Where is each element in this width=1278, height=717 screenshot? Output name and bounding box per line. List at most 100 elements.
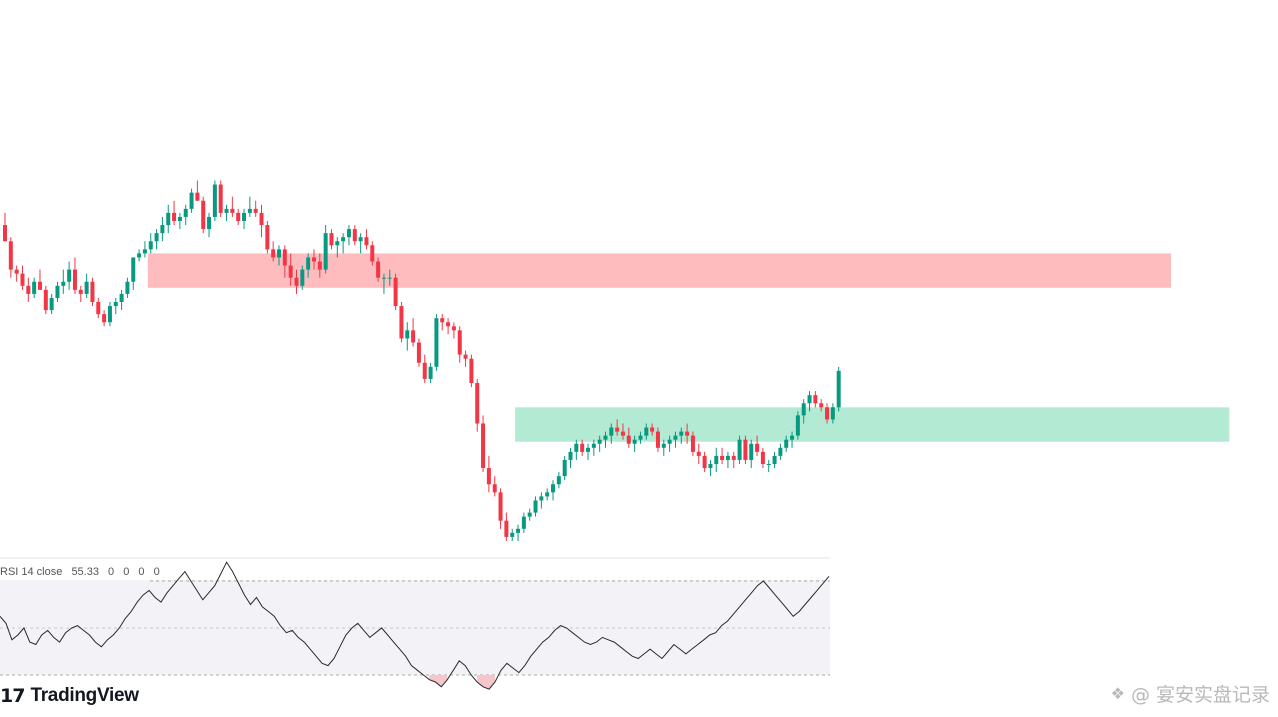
rsi-indicator-label: RSI 14 close 55.33 0 0 0 0 <box>0 566 166 578</box>
candle-body <box>778 447 783 456</box>
candle-body <box>201 200 206 230</box>
candle-body <box>708 464 713 469</box>
candle <box>481 415 486 473</box>
candle <box>725 451 730 469</box>
candle <box>189 188 194 213</box>
candle-body <box>148 241 153 250</box>
candle-body <box>55 285 60 298</box>
candle <box>451 322 456 339</box>
candle <box>265 221 270 254</box>
candle <box>329 229 334 250</box>
candle <box>743 435 748 464</box>
candle-body <box>189 192 194 209</box>
candle <box>212 180 217 221</box>
candle-body <box>440 318 445 323</box>
candle-body <box>131 257 136 282</box>
candle-body <box>399 306 404 339</box>
candle <box>119 289 124 311</box>
candle-body <box>667 439 672 444</box>
candle <box>422 354 427 383</box>
candle-body <box>32 281 37 294</box>
candle <box>125 277 130 298</box>
candle <box>8 237 13 278</box>
candle <box>434 314 439 371</box>
rsi-label-param: 0 <box>153 566 160 578</box>
candle-body <box>49 297 54 311</box>
candle-body <box>317 261 322 270</box>
supply-zone <box>147 253 1171 288</box>
candle <box>644 423 649 440</box>
candle-body <box>277 249 282 258</box>
candle-body <box>26 285 31 294</box>
candle-body <box>760 451 765 464</box>
candle <box>49 293 54 315</box>
candle <box>67 261 72 290</box>
candle-body <box>801 403 806 416</box>
candle <box>102 310 107 327</box>
candle <box>90 277 95 307</box>
candle-body <box>381 277 386 279</box>
candle <box>411 318 416 347</box>
candle-body <box>521 516 526 529</box>
candle-body <box>393 277 398 307</box>
candle-body <box>195 192 200 201</box>
candle-body <box>825 407 830 420</box>
candle-body <box>288 265 293 278</box>
candle <box>172 200 177 226</box>
candle-body <box>446 322 451 327</box>
candle-body <box>236 212 241 221</box>
candle-body <box>346 229 351 238</box>
candle-body <box>615 427 620 432</box>
watermark-text: @ 宴安实盘记录 <box>1130 684 1270 706</box>
candle-body <box>323 233 328 270</box>
candle <box>370 241 375 266</box>
candle <box>591 439 596 456</box>
candle <box>236 208 241 226</box>
candle <box>551 480 556 501</box>
tradingview-logo[interactable]: 17 TradingView <box>0 684 139 708</box>
candle <box>230 196 235 217</box>
rsi-label-name: RSI 14 close <box>0 566 63 578</box>
candle <box>790 431 795 448</box>
candle-body <box>183 208 188 217</box>
candle <box>317 253 322 278</box>
candle <box>836 366 841 412</box>
candle-body <box>626 435 631 444</box>
candle <box>107 302 112 327</box>
candle <box>405 322 410 351</box>
candle-body <box>90 281 95 302</box>
candle-body <box>387 277 392 279</box>
candle <box>271 241 276 262</box>
candle-body <box>20 273 25 286</box>
candle <box>148 233 153 254</box>
candle <box>801 399 806 424</box>
candle-body <box>405 330 410 339</box>
candle-body <box>3 225 7 242</box>
candle <box>393 273 398 311</box>
candle <box>381 273 386 294</box>
candle-body <box>795 415 800 436</box>
candle-body <box>790 435 795 440</box>
candle-body <box>469 358 474 383</box>
candle-body <box>492 484 497 493</box>
candle <box>749 439 754 469</box>
candle <box>795 411 800 440</box>
candle <box>346 225 351 246</box>
candle <box>720 447 725 464</box>
candle <box>510 528 515 541</box>
candle <box>504 512 509 541</box>
candle <box>154 229 159 250</box>
candle-body <box>364 237 369 246</box>
candle <box>708 459 713 477</box>
candle <box>282 245 287 278</box>
candle <box>673 431 678 448</box>
candle <box>603 431 608 448</box>
candle <box>166 204 171 234</box>
candle <box>626 427 631 448</box>
candle-body <box>504 520 509 537</box>
candle-body <box>475 383 480 424</box>
candle-body <box>282 249 287 266</box>
candle-body <box>655 431 660 448</box>
candle-body <box>702 455 707 469</box>
candle-body <box>603 435 608 440</box>
